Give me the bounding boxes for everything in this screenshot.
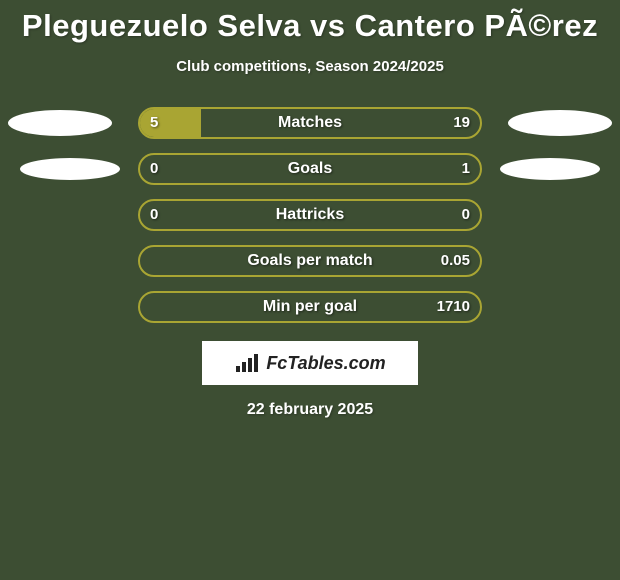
- logo-box: FcTables.com: [202, 341, 418, 385]
- stat-value-right: 0.05: [441, 245, 470, 277]
- stat-row: 00Hattricks: [0, 199, 620, 231]
- player-left-ellipse: [8, 110, 112, 136]
- stat-value-left: 0: [150, 199, 158, 231]
- stat-value-right: 1710: [437, 291, 470, 323]
- logo-text: FcTables.com: [266, 353, 385, 374]
- stat-value-left: 5: [150, 107, 158, 139]
- stat-row: 519Matches: [0, 107, 620, 139]
- stat-bar: [138, 291, 482, 323]
- stat-row: 1710Min per goal: [0, 291, 620, 323]
- player-right-ellipse: [500, 158, 600, 180]
- stat-bar: [138, 153, 482, 185]
- page-title: Pleguezuelo Selva vs Cantero PÃ©rez: [0, 8, 620, 44]
- stat-value-left: 0: [150, 153, 158, 185]
- stat-value-right: 0: [462, 199, 470, 231]
- chart-icon: [234, 352, 260, 374]
- stat-bar: [138, 245, 482, 277]
- stat-row: 01Goals: [0, 153, 620, 185]
- stat-row: 0.05Goals per match: [0, 245, 620, 277]
- comparison-rows: 519Matches01Goals00Hattricks0.05Goals pe…: [0, 107, 620, 323]
- player-right-ellipse: [508, 110, 612, 136]
- subtitle: Club competitions, Season 2024/2025: [0, 58, 620, 75]
- player-left-ellipse: [20, 158, 120, 180]
- stat-value-right: 19: [453, 107, 470, 139]
- date-label: 22 february 2025: [0, 401, 620, 419]
- stat-bar: [138, 107, 482, 139]
- stat-value-right: 1: [462, 153, 470, 185]
- stat-bar: [138, 199, 482, 231]
